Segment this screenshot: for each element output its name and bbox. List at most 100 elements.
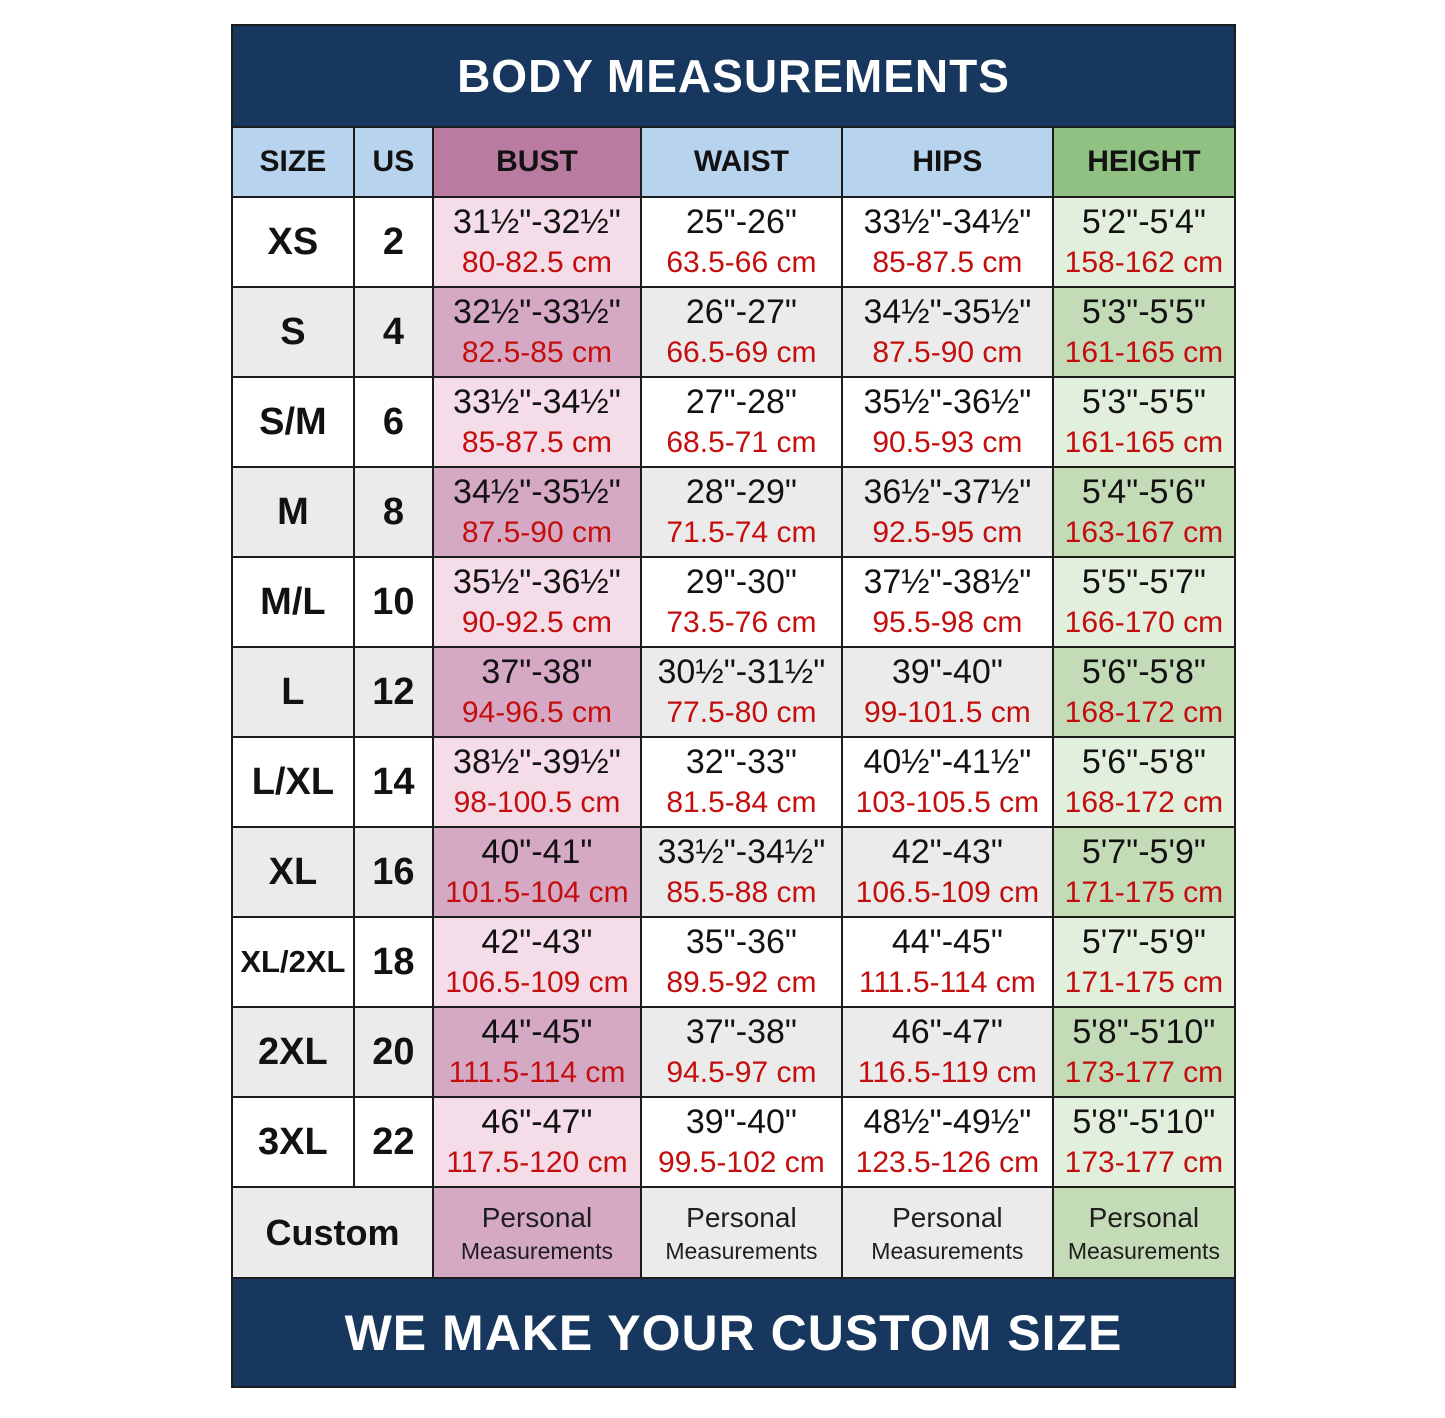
bust-cm: 82.5-85 cm (461, 336, 612, 369)
us-cell: 4 (354, 288, 432, 376)
waist-cell: 30½"-31½" 77.5-80 cm (641, 648, 841, 736)
height-inches: 5'5"-5'7" (1081, 563, 1206, 601)
waist-cm: 81.5-84 cm (666, 786, 817, 819)
waist-inches: 29"-30" (685, 563, 797, 601)
hips-cell: 40½"-41½" 103-105.5 cm (842, 738, 1052, 826)
bust-cell: 40"-41" 101.5-104 cm (434, 828, 640, 916)
bust-cell: 42"-43" 106.5-109 cm (434, 918, 640, 1006)
bust-inches: 35½"-36½" (453, 563, 621, 601)
height-inches: 5'2"-5'4" (1081, 203, 1206, 241)
waist-cell: 27"-28" 68.5-71 cm (641, 378, 841, 466)
bust-cell: 34½"-35½" 87.5-90 cm (434, 468, 640, 556)
height-cm: 163-167 cm (1064, 516, 1224, 549)
height-cm: 161-165 cm (1064, 336, 1224, 369)
us-cell: 10 (354, 558, 432, 646)
personal-text: Personal (892, 1201, 1003, 1233)
waist-cell: 25"-26" 63.5-66 cm (641, 198, 841, 286)
size-label: XS (267, 220, 319, 263)
bust-cm: 101.5-104 cm (445, 876, 629, 909)
us-cell: 22 (354, 1098, 432, 1186)
size-cell: L (233, 648, 353, 736)
height-inches: 5'8"-5'10" (1072, 1103, 1216, 1141)
height-cell: 5'3"-5'5" 161-165 cm (1053, 378, 1234, 466)
height-cm: 166-170 cm (1064, 606, 1224, 639)
bust-cell: 32½"-33½" 82.5-85 cm (434, 288, 640, 376)
height-inches: 5'7"-5'9" (1081, 923, 1206, 961)
waist-inches: 27"-28" (685, 383, 797, 421)
us-size-label: 12 (372, 670, 415, 713)
bust-inches: 44"-45" (481, 1013, 593, 1051)
bust-cm: 117.5-120 cm (446, 1146, 628, 1179)
hips-inches: 42"-43" (891, 833, 1003, 871)
measurements-text: Measurements (665, 1237, 818, 1264)
waist-inches: 30½"-31½" (657, 653, 826, 691)
height-inches: 5'3"-5'5" (1081, 383, 1206, 421)
column-header-height: HEIGHT (1053, 128, 1234, 196)
bust-cm: 106.5-109 cm (445, 966, 629, 999)
column-header-hips: HIPS (842, 128, 1052, 196)
bust-inches: 32½"-33½" (453, 293, 621, 331)
height-inches: 5'6"-5'8" (1081, 653, 1206, 691)
waist-cm: 77.5-80 cm (666, 696, 817, 729)
chart-footer: WE MAKE YOUR CUSTOM SIZE (233, 1279, 1234, 1386)
personal-text: Personal (686, 1201, 797, 1233)
size-cell: 2XL (233, 1008, 353, 1096)
waist-inches: 37"-38" (685, 1013, 797, 1051)
waist-cell: 37"-38" 94.5-97 cm (641, 1008, 841, 1096)
bust-inches: 34½"-35½" (453, 473, 621, 511)
us-cell: 18 (354, 918, 432, 1006)
personal-text: Personal (481, 1201, 593, 1233)
height-cell: 5'4"-5'6" 163-167 cm (1053, 468, 1234, 556)
bust-cm: 111.5-114 cm (448, 1056, 626, 1089)
hips-inches: 44"-45" (891, 923, 1003, 961)
bust-cell: 33½"-34½" 85-87.5 cm (434, 378, 640, 466)
waist-cell: 33½"-34½" 85.5-88 cm (641, 828, 841, 916)
size-cell: 3XL (233, 1098, 353, 1186)
bust-cell: 35½"-36½" 90-92.5 cm (434, 558, 640, 646)
hips-cell: 39"-40" 99-101.5 cm (842, 648, 1052, 736)
measurements-text: Measurements (1067, 1237, 1220, 1264)
height-cell: 5'8"-5'10" 173-177 cm (1053, 1098, 1234, 1186)
waist-cell: 29"-30" 73.5-76 cm (641, 558, 841, 646)
bust-inches: 37"-38" (481, 653, 593, 691)
custom-bust-cell: Personal Measurements (434, 1188, 640, 1277)
bust-cell: 31½"-32½" 80-82.5 cm (434, 198, 640, 286)
height-cm: 171-175 cm (1064, 876, 1224, 909)
us-size-label: 22 (372, 1120, 415, 1163)
size-label: L/XL (251, 760, 335, 803)
waist-cell: 26"-27" 66.5-69 cm (641, 288, 841, 376)
size-cell: M (233, 468, 353, 556)
us-size-label: 4 (382, 310, 404, 353)
height-inches: 5'3"-5'5" (1081, 293, 1206, 331)
bust-cm: 85-87.5 cm (461, 426, 612, 459)
size-label: 3XL (258, 1120, 328, 1163)
waist-cm: 94.5-97 cm (666, 1056, 817, 1089)
bust-cm: 80-82.5 cm (461, 246, 612, 279)
size-label: M/L (260, 580, 326, 623)
height-cell: 5'6"-5'8" 168-172 cm (1053, 738, 1234, 826)
hips-cell: 42"-43" 106.5-109 cm (842, 828, 1052, 916)
waist-inches: 26"-27" (685, 293, 797, 331)
personal-text: Personal (1088, 1201, 1200, 1233)
measurements-text: Measurements (460, 1237, 614, 1264)
bust-inches: 40"-41" (481, 833, 593, 871)
hips-cell: 46"-47" 116.5-119 cm (842, 1008, 1052, 1096)
us-size-label: 18 (372, 940, 415, 983)
chart-title: BODY MEASUREMENTS (233, 26, 1234, 126)
waist-inches: 39"-40" (685, 1103, 797, 1141)
height-cell: 5'3"-5'5" 161-165 cm (1053, 288, 1234, 376)
hips-cm: 95.5-98 cm (872, 606, 1023, 639)
size-cell: M/L (233, 558, 353, 646)
waist-cm: 99.5-102 cm (658, 1146, 825, 1179)
size-cell: XL (233, 828, 353, 916)
height-cell: 5'7"-5'9" 171-175 cm (1053, 918, 1234, 1006)
body-measurements-chart: BODY MEASUREMENTS SIZE US BUST WAIST HIP… (231, 24, 1236, 1388)
bust-inches: 33½"-34½" (453, 383, 621, 421)
height-cell: 5'6"-5'8" 168-172 cm (1053, 648, 1234, 736)
bust-cm: 90-92.5 cm (461, 606, 612, 639)
us-size-label: 10 (372, 580, 415, 623)
size-label: S (280, 310, 306, 353)
us-cell: 16 (354, 828, 432, 916)
us-cell: 14 (354, 738, 432, 826)
bust-cell: 37"-38" 94-96.5 cm (434, 648, 640, 736)
